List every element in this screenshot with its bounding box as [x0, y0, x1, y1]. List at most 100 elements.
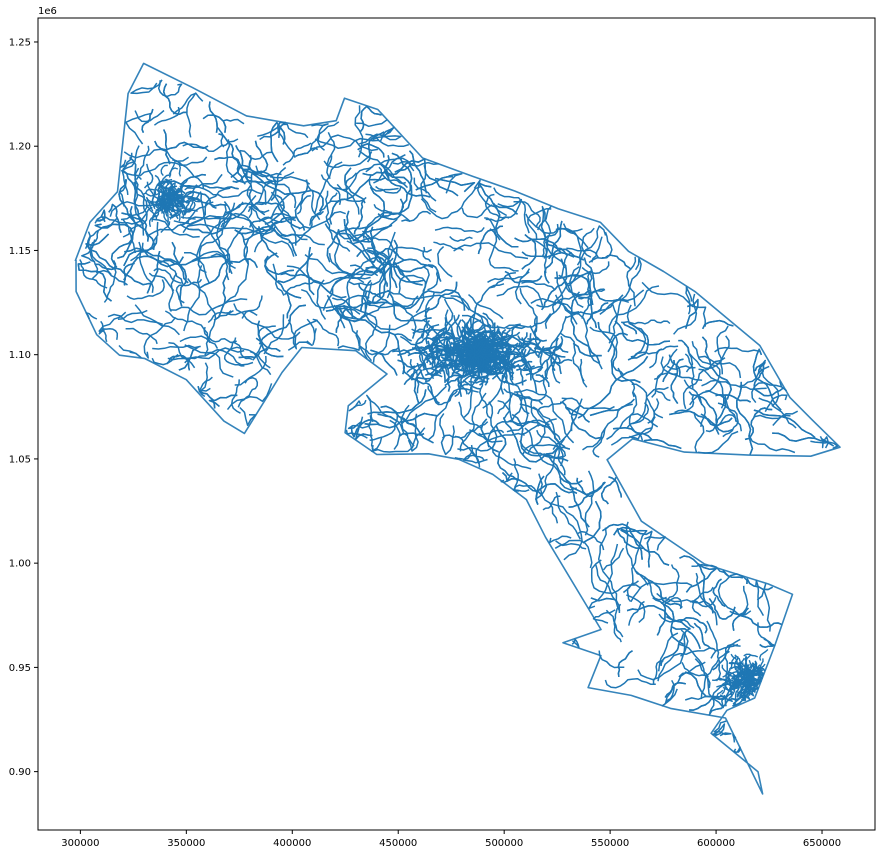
road-segment	[468, 317, 474, 337]
road-segment	[519, 440, 565, 459]
road-segment	[533, 315, 538, 335]
road-segment	[559, 332, 588, 388]
road-segment	[589, 398, 635, 417]
road-segment	[168, 190, 182, 199]
road-segment	[497, 392, 514, 415]
road-segment	[326, 155, 333, 180]
road-segment	[567, 261, 610, 278]
road-segment	[367, 247, 392, 299]
road-segment	[434, 336, 453, 346]
road-segment	[657, 632, 679, 672]
road-segment	[759, 648, 769, 661]
road-segment	[429, 361, 446, 376]
road-segment	[183, 192, 195, 203]
road-segment	[241, 295, 263, 319]
road-segment	[454, 454, 485, 462]
road-segment	[183, 201, 191, 216]
road-segment	[442, 317, 448, 337]
road-segment	[379, 127, 394, 143]
road-segment	[756, 583, 772, 632]
road-segment	[433, 335, 454, 340]
road-segment	[688, 391, 720, 435]
road-segment	[612, 427, 654, 441]
road-segment	[186, 223, 277, 235]
road-segment	[548, 535, 572, 544]
road-segment	[169, 210, 182, 219]
road-segment	[819, 435, 835, 449]
road-segment	[752, 348, 782, 411]
road-segment	[309, 192, 338, 226]
road-segment	[168, 341, 196, 369]
road-segment	[255, 216, 297, 232]
road-segment	[614, 257, 642, 324]
road-segment	[401, 385, 447, 424]
road-segment	[521, 248, 585, 261]
road-segment	[179, 213, 232, 235]
road-segment	[525, 366, 544, 376]
road-segment	[495, 425, 518, 481]
road-segment	[183, 265, 203, 332]
road-segment	[541, 227, 566, 269]
road-segment	[729, 585, 749, 616]
road-segment	[194, 186, 263, 199]
x-tick-label: 600000	[697, 838, 735, 849]
y-tick-label: 1.25	[9, 37, 31, 48]
road-segment	[758, 397, 797, 429]
road-segment	[502, 417, 571, 463]
road-segment	[186, 92, 197, 138]
road-segment	[534, 340, 542, 358]
road-segment	[501, 331, 521, 337]
road-segment	[412, 328, 430, 337]
road-segment	[344, 167, 366, 204]
road-segment	[399, 335, 435, 380]
road-segment	[594, 564, 621, 612]
y-axis: 0.90 0.95 1.00 1.05 1.10 1.15 1.20 1.25	[9, 37, 38, 778]
road-segment	[544, 271, 564, 329]
road-segment	[160, 164, 168, 177]
road-segment	[325, 190, 339, 245]
road-segment	[435, 177, 476, 193]
road-segment	[269, 175, 311, 185]
road-segment	[697, 393, 706, 428]
road-segment	[496, 325, 510, 339]
road-segment	[678, 661, 706, 678]
road-segment	[364, 412, 438, 429]
road-segment	[285, 291, 292, 319]
road-segment	[311, 134, 379, 152]
road-segment	[727, 671, 732, 686]
road-segment	[125, 112, 153, 145]
road-segment	[588, 543, 619, 610]
road-segment	[156, 180, 170, 186]
road-segment	[180, 179, 189, 193]
road-segment	[772, 432, 829, 443]
road-segment	[369, 415, 399, 441]
road-segment	[701, 379, 725, 409]
road-segment	[329, 176, 387, 225]
road-segment	[135, 145, 150, 181]
road-segment	[475, 330, 490, 346]
road-segment	[728, 687, 736, 702]
road-segment	[225, 139, 267, 205]
road-segment	[462, 379, 481, 390]
road-segment	[602, 547, 625, 571]
road-segment	[764, 394, 788, 413]
road-segment	[365, 289, 390, 306]
road-segment	[352, 186, 386, 242]
road-segment	[432, 326, 447, 342]
road-segment	[391, 152, 413, 216]
road-segment	[178, 346, 199, 371]
road-segment	[669, 410, 734, 433]
road-segment	[555, 540, 587, 550]
road-segment	[734, 654, 741, 668]
road-segment	[218, 133, 246, 185]
road-network-layer	[74, 62, 841, 795]
road-segment	[450, 329, 462, 347]
road-segment	[597, 527, 621, 614]
road-segment	[613, 526, 653, 568]
road-segment	[454, 354, 474, 362]
road-segment	[168, 160, 176, 175]
road-segment	[149, 215, 157, 227]
y-tick-label: 1.20	[9, 142, 31, 153]
road-segment	[484, 367, 493, 386]
